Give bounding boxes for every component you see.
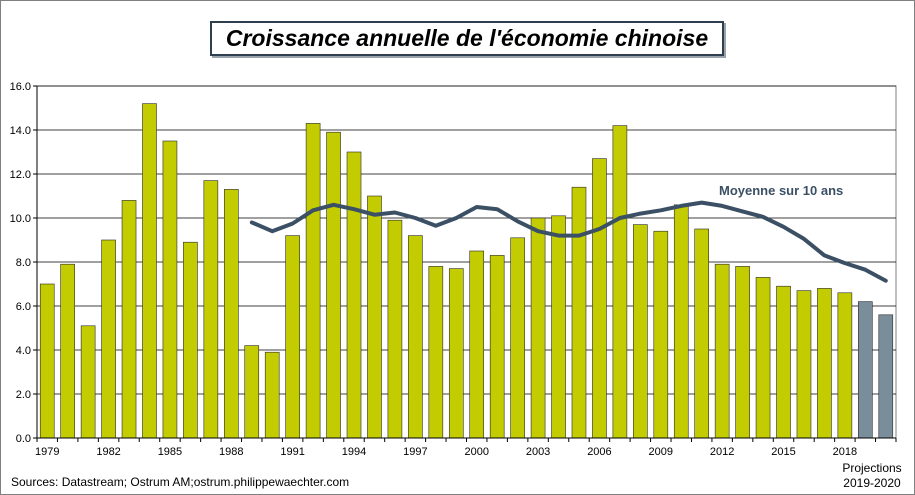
chart-title-box: Croissance annuelle de l'économie chinoi… — [210, 21, 724, 56]
y-tick-label: 14.0 — [10, 125, 31, 137]
growth-bar — [80, 325, 96, 439]
growth-bar — [162, 140, 178, 439]
x-tick-label: 1997 — [403, 446, 427, 458]
growth-bar — [735, 266, 750, 439]
growth-bar — [592, 158, 607, 439]
growth-bar — [60, 263, 75, 439]
growth-bar — [223, 189, 239, 439]
x-tick-label: 1985 — [158, 446, 182, 458]
x-tick-label: 2018 — [833, 446, 857, 458]
growth-bar — [653, 230, 669, 439]
x-tick-label: 2015 — [771, 446, 795, 458]
x-tick-label: 2012 — [710, 446, 734, 458]
y-tick-label: 10.0 — [10, 213, 31, 225]
growth-bar — [387, 219, 403, 439]
x-tick-label: 2006 — [587, 446, 611, 458]
growth-bar — [551, 215, 566, 439]
source-note: Sources: Datastream; Ostrum AM;ostrum.ph… — [11, 475, 350, 489]
moving-average-line — [249, 200, 888, 283]
projection-note-line1: Projections — [842, 461, 902, 475]
y-tick-label: 16.0 — [10, 81, 31, 93]
x-tick-label: 2003 — [526, 446, 550, 458]
growth-bar — [694, 228, 710, 439]
growth-bar — [121, 200, 137, 439]
axis-layer — [33, 85, 897, 442]
growth-bar — [714, 263, 730, 439]
growth-bar — [408, 235, 423, 439]
label-layer: 0.0 2.0 4.0 6.0 8.0 10.0 12.0 14.0 16.0 1979 1982 1… — [10, 81, 858, 458]
growth-bar — [244, 345, 260, 439]
growth-bar — [305, 123, 321, 439]
y-tick-label: 0.0 — [16, 433, 31, 445]
growth-bar — [428, 266, 444, 439]
y-tick-label: 4.0 — [16, 345, 31, 357]
growth-bar — [796, 290, 812, 439]
growth-bar — [469, 250, 485, 439]
projection-note-line2: 2019-2020 — [843, 476, 901, 490]
moving-average-label: Moyenne sur 10 ans — [719, 183, 843, 198]
growth-bar — [776, 285, 791, 439]
growth-bar — [612, 125, 628, 439]
projection-bar — [878, 314, 894, 439]
growth-bar — [101, 239, 116, 439]
growth-bar — [448, 268, 464, 439]
growth-bar — [367, 195, 382, 439]
y-tick-label: 12.0 — [10, 169, 31, 181]
growth-bar — [142, 103, 157, 439]
growth-bar — [530, 217, 546, 439]
x-tick-label: 1982 — [96, 446, 120, 458]
y-tick-label: 2.0 — [16, 389, 31, 401]
x-tick-label: 1988 — [219, 446, 243, 458]
y-tick-label: 6.0 — [16, 301, 31, 313]
y-tick-label: 8.0 — [16, 257, 31, 269]
growth-bar — [571, 186, 587, 439]
growth-bar — [264, 351, 280, 439]
x-tick-label: 2000 — [464, 446, 488, 458]
growth-bar — [755, 277, 771, 439]
growth-bar — [326, 131, 341, 439]
growth-bar — [510, 237, 525, 439]
growth-bar — [673, 204, 689, 439]
growth-bar — [39, 283, 55, 439]
line-layer — [249, 200, 888, 283]
growth-bar — [837, 292, 853, 439]
projection-bar — [858, 301, 873, 439]
growth-bar — [285, 235, 300, 439]
bar-layer — [39, 103, 894, 439]
x-tick-label: 1994 — [342, 446, 366, 458]
growth-bar — [817, 288, 832, 439]
growth-bar — [203, 180, 219, 439]
chart-title: Croissance annuelle de l'économie chinoi… — [225, 25, 709, 51]
x-tick-label: 2009 — [649, 446, 673, 458]
x-tick-label: 1979 — [35, 446, 59, 458]
growth-bar — [489, 255, 505, 439]
growth-bar — [346, 151, 362, 439]
x-tick-label: 1991 — [280, 446, 304, 458]
projection-note: Projections 2019-2020 — [827, 461, 915, 491]
growth-bar — [183, 241, 198, 439]
growth-bar — [633, 224, 648, 439]
